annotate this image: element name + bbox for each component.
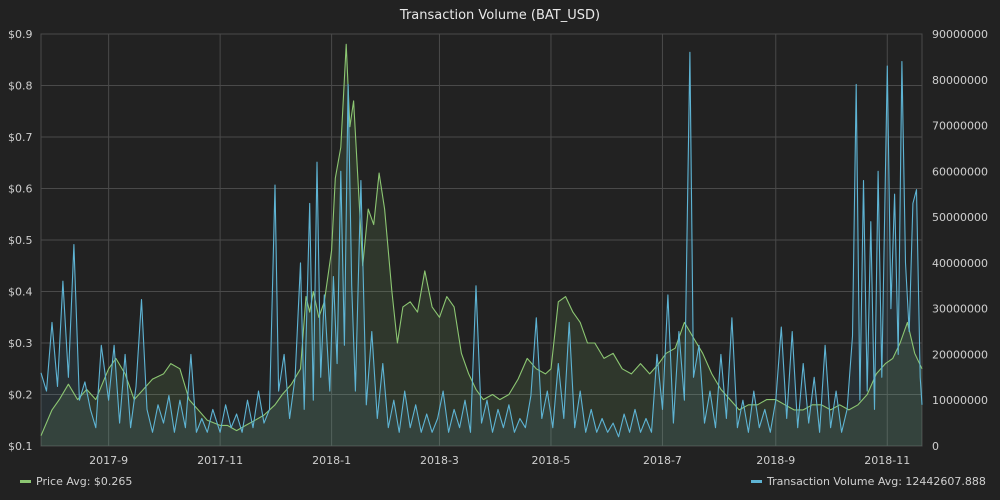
legend-price-label: Price Avg: $0.265	[36, 475, 132, 488]
grid	[40, 33, 923, 447]
right-tick-label: 80000000	[932, 74, 988, 87]
legend-volume-swatch	[751, 480, 762, 483]
right-tick-label: 90000000	[932, 28, 988, 41]
x-tick-label: 2018-7	[643, 454, 682, 467]
right-tick-label: 30000000	[932, 303, 988, 316]
right-tick-label: 40000000	[932, 257, 988, 270]
price-line-layer	[40, 43, 923, 436]
right-tick-label: 50000000	[932, 211, 988, 224]
left-tick-label: $0.2	[8, 389, 33, 402]
legend-price[interactable]: Price Avg: $0.265	[20, 475, 132, 488]
x-tick-label: 2018-11	[864, 454, 910, 467]
x-tick-label: 2018-3	[420, 454, 459, 467]
left-tick-label: $0.4	[8, 286, 33, 299]
right-tick-label: 20000000	[932, 348, 988, 361]
left-tick-label: $0.5	[8, 234, 33, 247]
volume-series-line	[40, 51, 923, 438]
left-tick-label: $0.6	[8, 183, 33, 196]
x-tick-label: 2017-11	[197, 454, 243, 467]
right-tick-label: 10000000	[932, 394, 988, 407]
right-axis-ticks: 0 10000000 20000000 30000000 40000000 5000000…	[932, 28, 988, 453]
legend-volume-label: Transaction Volume Avg: 12442607.888	[766, 475, 986, 488]
legend-price-swatch	[20, 480, 31, 483]
x-tick-label: 2018-9	[756, 454, 795, 467]
legend-volume[interactable]: Transaction Volume Avg: 12442607.888	[751, 475, 986, 488]
x-tick-label: 2018-1	[312, 454, 351, 467]
left-tick-label: $0.9	[8, 28, 33, 41]
right-tick-label: 70000000	[932, 120, 988, 133]
left-tick-label: $0.1	[8, 440, 33, 453]
right-tick-label: 60000000	[932, 165, 988, 178]
x-tick-label: 2017-9	[89, 454, 128, 467]
right-tick-label: 0	[932, 440, 939, 453]
x-tick-label: 2018-5	[531, 454, 570, 467]
left-axis-ticks: $0.1 $0.2 $0.3 $0.4 $0.5 $0.6 $0.7 $0.8 $0.9	[8, 28, 33, 453]
left-tick-label: $0.8	[8, 80, 33, 93]
plot-border	[40, 33, 923, 447]
x-axis-ticks: 2017-9 2017-11 2018-1 2018-3 2018-5 2018-7 201…	[89, 454, 910, 467]
price-series-line	[40, 43, 923, 436]
volume-line-layer	[40, 51, 923, 438]
left-tick-label: $0.3	[8, 337, 33, 350]
chart-title: Transaction Volume (BAT_USD)	[399, 8, 600, 23]
left-tick-label: $0.7	[8, 131, 33, 144]
